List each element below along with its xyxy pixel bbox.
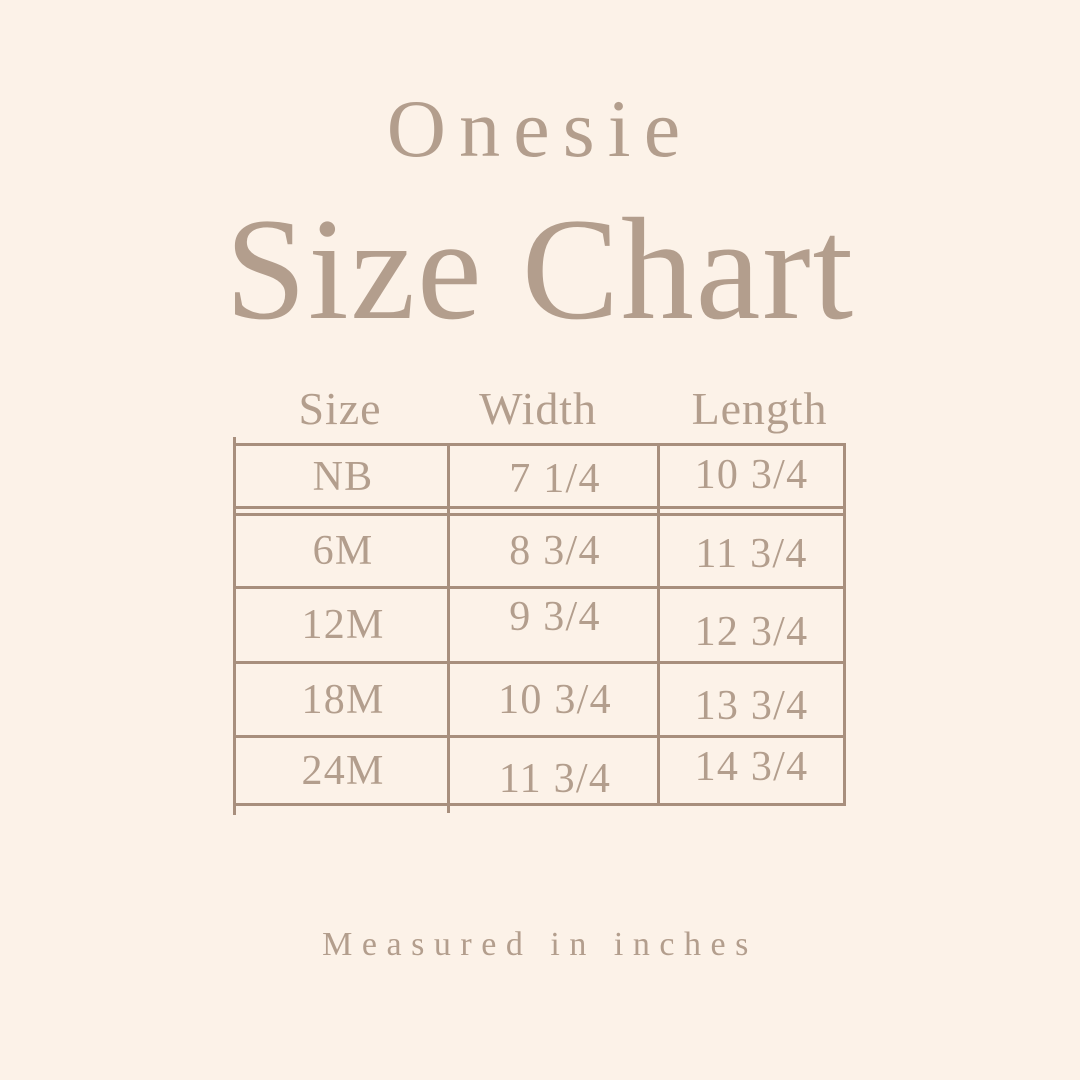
column-divider (447, 446, 450, 803)
size-table: NB 7 1/4 10 3/4 6M 8 3/4 11 3/4 12M 9 3/… (233, 437, 846, 815)
size-value: 12M (301, 602, 385, 648)
table-body: 6M 8 3/4 11 3/4 12M 9 3/4 12 3/4 18M 10 … (236, 513, 843, 803)
border-overshoot (233, 803, 236, 815)
product-name: Onesie (386, 83, 694, 174)
border-overshoot (447, 803, 450, 813)
table-row: NB 7 1/4 10 3/4 (236, 446, 843, 509)
size-value: 18M (301, 676, 385, 723)
length-value: 14 3/4 (694, 743, 809, 790)
width-value: 10 3/4 (498, 676, 612, 723)
length-value: 10 3/4 (694, 452, 809, 498)
column-header-width: Width (479, 383, 597, 434)
column-header-length: Length (691, 383, 828, 434)
units-note: Measured in inches (322, 926, 758, 963)
size-value: 24M (301, 747, 385, 794)
table-row: 18M 10 3/4 13 3/4 (236, 664, 843, 738)
size-value: 6M (312, 528, 374, 574)
width-value: 7 1/4 (509, 456, 601, 502)
table-row: 24M 11 3/4 14 3/4 (236, 738, 843, 803)
table-row: 6M 8 3/4 11 3/4 (236, 516, 843, 589)
size-value: NB (312, 454, 374, 500)
page-title: Size Chart (225, 188, 855, 350)
width-value: 8 3/4 (509, 528, 601, 574)
width-value: 11 3/4 (498, 755, 612, 802)
table-row: 12M 9 3/4 12 3/4 (236, 589, 843, 664)
column-divider (657, 446, 660, 803)
length-value: 12 3/4 (694, 609, 809, 655)
length-value: 11 3/4 (695, 531, 808, 577)
width-value: 9 3/4 (509, 594, 601, 640)
length-value: 13 3/4 (694, 682, 809, 729)
table-column-headers: Size Width Length (233, 383, 846, 436)
border-overshoot (233, 437, 236, 446)
column-header-size: Size (298, 383, 382, 434)
